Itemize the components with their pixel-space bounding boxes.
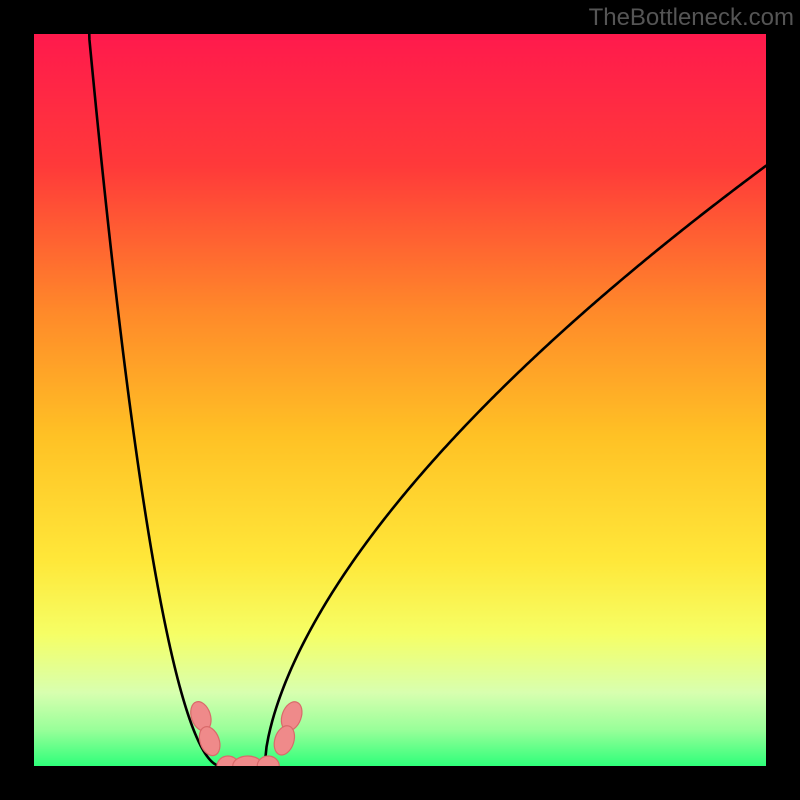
bottleneck-curve bbox=[0, 0, 800, 800]
chart-container: TheBottleneck.com bbox=[0, 0, 800, 800]
v-curve-path bbox=[89, 19, 766, 766]
curve-marker bbox=[257, 756, 279, 776]
